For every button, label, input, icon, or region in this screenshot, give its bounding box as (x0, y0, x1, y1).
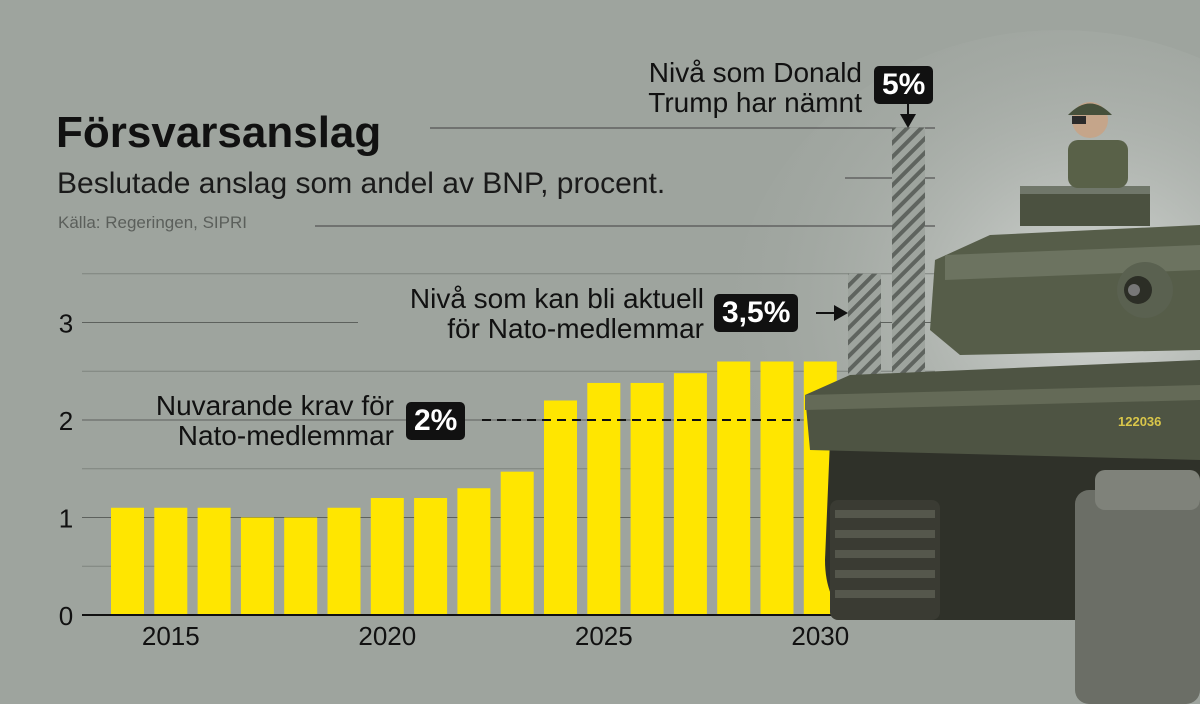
tank-photo: 122036 (805, 102, 1200, 704)
bar-2029 (760, 361, 794, 615)
trump-annotation: Nivå som Donald Trump har nämnt (648, 58, 862, 118)
tank-plate: 122036 (1118, 414, 1161, 429)
y-tick-label: 0 (59, 601, 73, 631)
y-tick-label: 2 (59, 406, 73, 436)
trump-annotation-line1: Nivå som Donald (648, 57, 862, 88)
bar-2015 (154, 507, 188, 615)
nato-current-annotation-line2: Nato-medlemmar (177, 420, 394, 451)
bar-2018 (284, 517, 318, 615)
nato-future-annotation-line1: Nivå som kan bli aktuell (409, 283, 704, 314)
trump-badge: 5% (874, 66, 934, 104)
y-tick-label: 1 (59, 504, 73, 534)
bar-2027 (673, 373, 707, 615)
arrowhead-5pct (900, 114, 916, 128)
bar-2025 (587, 382, 621, 615)
y-tick-label: 3 (59, 309, 73, 339)
page-title: Försvarsanslag (56, 108, 382, 157)
nato-current-annotation-line1: Nuvarande krav för (155, 390, 394, 421)
source-note: Källa: Regeringen, SIPRI (58, 213, 247, 232)
nato-future-annotation: Nivå som kan bli aktuell för Nato-medlem… (410, 284, 704, 344)
arrowhead-3-5pct (834, 305, 848, 321)
x-tick-label: 2025 (575, 621, 633, 651)
bar-2022 (457, 488, 491, 615)
x-tick-label: 2015 (142, 621, 200, 651)
bar-2017 (240, 517, 274, 615)
x-tick-label: 2020 (358, 621, 416, 651)
x-tick-label: 2030 (791, 621, 849, 651)
trump-annotation-line2: Trump har nämnt (648, 87, 862, 118)
bar-2019 (327, 507, 361, 615)
bar-2023 (500, 471, 534, 615)
bar-2021 (414, 498, 448, 615)
nato-current-badge: 2% (406, 402, 466, 440)
bar-2014 (111, 507, 144, 615)
bar-2024 (544, 400, 577, 615)
nato-current-annotation: Nuvarande krav för Nato-medlemmar (156, 391, 394, 451)
bar-2026 (630, 382, 664, 615)
bar-2028 (717, 361, 751, 615)
bar-2016 (197, 507, 231, 615)
nato-future-badge: 3,5% (714, 294, 799, 332)
nato-future-annotation-line2: för Nato-medlemmar (447, 313, 704, 344)
bar-2020 (370, 498, 404, 615)
page-subtitle: Beslutade anslag som andel av BNP, proce… (57, 167, 666, 200)
